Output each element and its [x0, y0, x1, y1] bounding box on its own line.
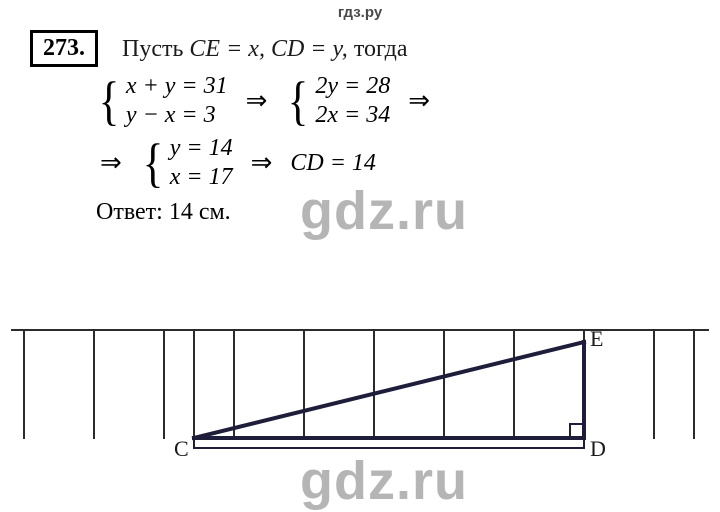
svg-text:D: D — [590, 436, 606, 460]
brace-icon: { — [142, 139, 163, 188]
svg-text:E: E — [590, 326, 603, 351]
system-3: { y = 14 x = 17 — [140, 135, 233, 191]
intro-text: Пусть CE = x, CD = y, тогда — [122, 34, 408, 64]
brace-icon: { — [288, 77, 309, 126]
sys1-row1: x + y = 31 — [126, 73, 228, 100]
diagram: C D E — [6, 310, 714, 460]
answer-line: Ответ: 14 см. — [96, 199, 690, 226]
sys1-row2: y − x = 3 — [126, 102, 228, 129]
svg-text:C: C — [174, 436, 189, 460]
answer-value: 14 см. — [169, 199, 231, 225]
intro-prefix: Пусть — [122, 36, 189, 62]
intro-suffix: тогда — [354, 36, 408, 62]
brace-icon: { — [99, 77, 120, 126]
math-row-1: { x + y = 31 y − x = 3 ⇒ { 2y = 28 2x = … — [96, 73, 690, 129]
sys3-row1: y = 14 — [170, 135, 233, 162]
solution-content: 273. Пусть CE = x, CD = y, тогда { x + y… — [30, 30, 690, 226]
system-1: { x + y = 31 y − x = 3 — [96, 73, 228, 129]
diagram-svg: C D E — [6, 310, 714, 460]
system-2: { 2y = 28 2x = 34 — [285, 73, 390, 129]
arrow-icon: ⇒ — [251, 148, 273, 178]
first-line: 273. Пусть CE = x, CD = y, тогда — [30, 30, 690, 67]
site-header: гдз.ру — [0, 0, 720, 21]
sys2-row1: 2y = 28 — [315, 73, 390, 100]
sys2-row2: 2x = 34 — [315, 102, 390, 129]
arrow-icon: ⇒ — [246, 86, 268, 116]
arrow-icon: ⇒ — [100, 148, 122, 178]
arrow-icon: ⇒ — [408, 86, 430, 116]
problem-number: 273. — [30, 30, 98, 67]
sys3-row2: x = 17 — [170, 164, 233, 191]
math-row-2: ⇒ { y = 14 x = 17 ⇒ CD = 14 — [96, 135, 690, 191]
conclusion: CD = 14 — [290, 150, 376, 177]
answer-label: Ответ: — [96, 199, 163, 225]
intro-expr: CE = x, CD = y, — [189, 36, 347, 62]
